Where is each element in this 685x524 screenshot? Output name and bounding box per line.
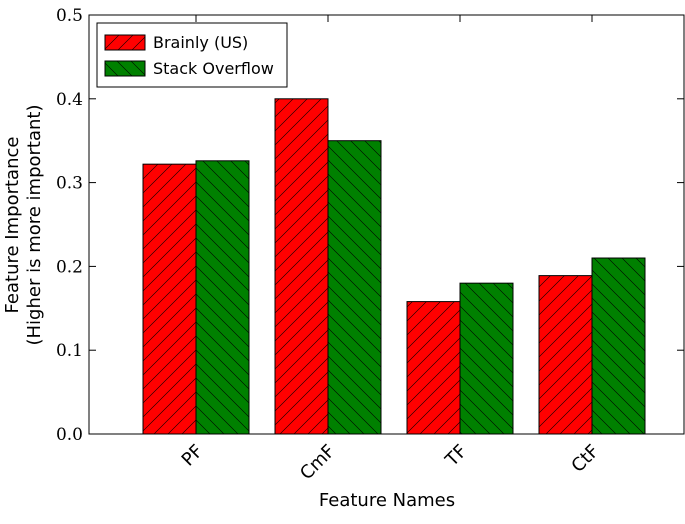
bar — [538, 275, 593, 435]
bar-hatch — [591, 257, 646, 435]
legend-label: Brainly (US) — [153, 33, 248, 52]
bar — [274, 98, 329, 435]
bar — [459, 282, 514, 435]
bar-hatch — [327, 140, 382, 435]
legend-swatch-hatch — [105, 35, 145, 50]
bar-hatch — [142, 163, 197, 435]
y-axis-label: Feature Importance — [2, 137, 23, 314]
y-tick-label: 0.4 — [56, 90, 83, 110]
bar-hatch — [538, 275, 593, 435]
bar-hatch — [195, 160, 250, 435]
plot-frame — [88, 14, 685, 435]
x-tick-label: PF — [178, 441, 208, 471]
bar — [195, 160, 250, 435]
y-tick-label: 0.0 — [56, 425, 83, 445]
x-axis-label: Feature Names — [319, 490, 455, 511]
bar — [591, 257, 646, 435]
y-tick-label: 0.3 — [56, 174, 83, 194]
bar — [142, 163, 197, 435]
y-tick-label: 0.1 — [56, 341, 83, 361]
bar — [406, 301, 461, 435]
x-tick-label: CmF — [296, 441, 339, 484]
y-axis-label: (Higher is more important) — [24, 105, 45, 346]
bar-hatch — [459, 282, 514, 435]
x-tick-label: CtF — [567, 441, 603, 477]
legend-label: Stack Overflow — [153, 59, 274, 78]
x-tick-label: TF — [441, 441, 472, 472]
legend-swatch-hatch — [105, 61, 145, 76]
bar-hatch — [406, 301, 461, 435]
bar — [327, 140, 382, 435]
bar-hatch — [274, 98, 329, 435]
y-tick-label: 0.2 — [56, 257, 83, 277]
y-tick-label: 0.5 — [56, 6, 83, 26]
